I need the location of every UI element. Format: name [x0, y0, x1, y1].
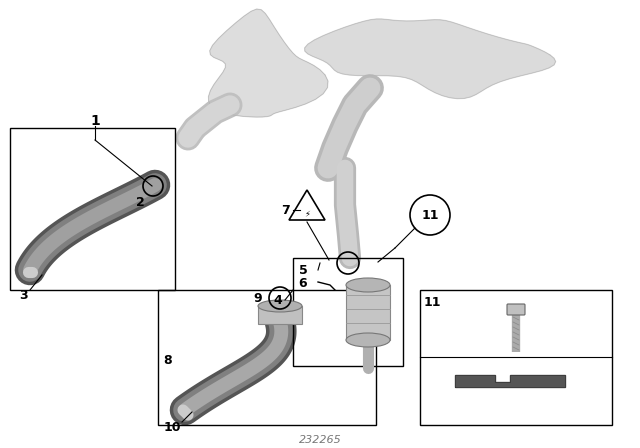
Text: 11: 11	[423, 296, 441, 309]
Ellipse shape	[346, 333, 390, 347]
Text: 232265: 232265	[299, 435, 341, 445]
Text: 5: 5	[299, 263, 307, 276]
Text: 1: 1	[90, 114, 100, 128]
Ellipse shape	[346, 278, 390, 292]
Ellipse shape	[258, 300, 302, 312]
Polygon shape	[305, 19, 556, 99]
FancyBboxPatch shape	[507, 304, 525, 315]
Bar	[293, 258, 403, 366]
Bar	[258, 306, 302, 324]
Text: 7: 7	[280, 203, 289, 216]
Text: 10: 10	[163, 421, 180, 434]
Text: 2: 2	[136, 195, 145, 208]
Bar	[346, 285, 390, 340]
Text: 11: 11	[421, 208, 439, 221]
Text: 3: 3	[20, 289, 28, 302]
Bar	[158, 290, 376, 425]
Text: 6: 6	[299, 276, 307, 289]
Bar	[10, 128, 175, 290]
Text: 8: 8	[164, 353, 172, 366]
Text: ⚡: ⚡	[304, 210, 310, 219]
Text: 9: 9	[253, 292, 262, 305]
Text: 4: 4	[274, 293, 282, 306]
Bar	[420, 290, 612, 425]
Polygon shape	[209, 9, 328, 117]
Polygon shape	[455, 375, 565, 387]
